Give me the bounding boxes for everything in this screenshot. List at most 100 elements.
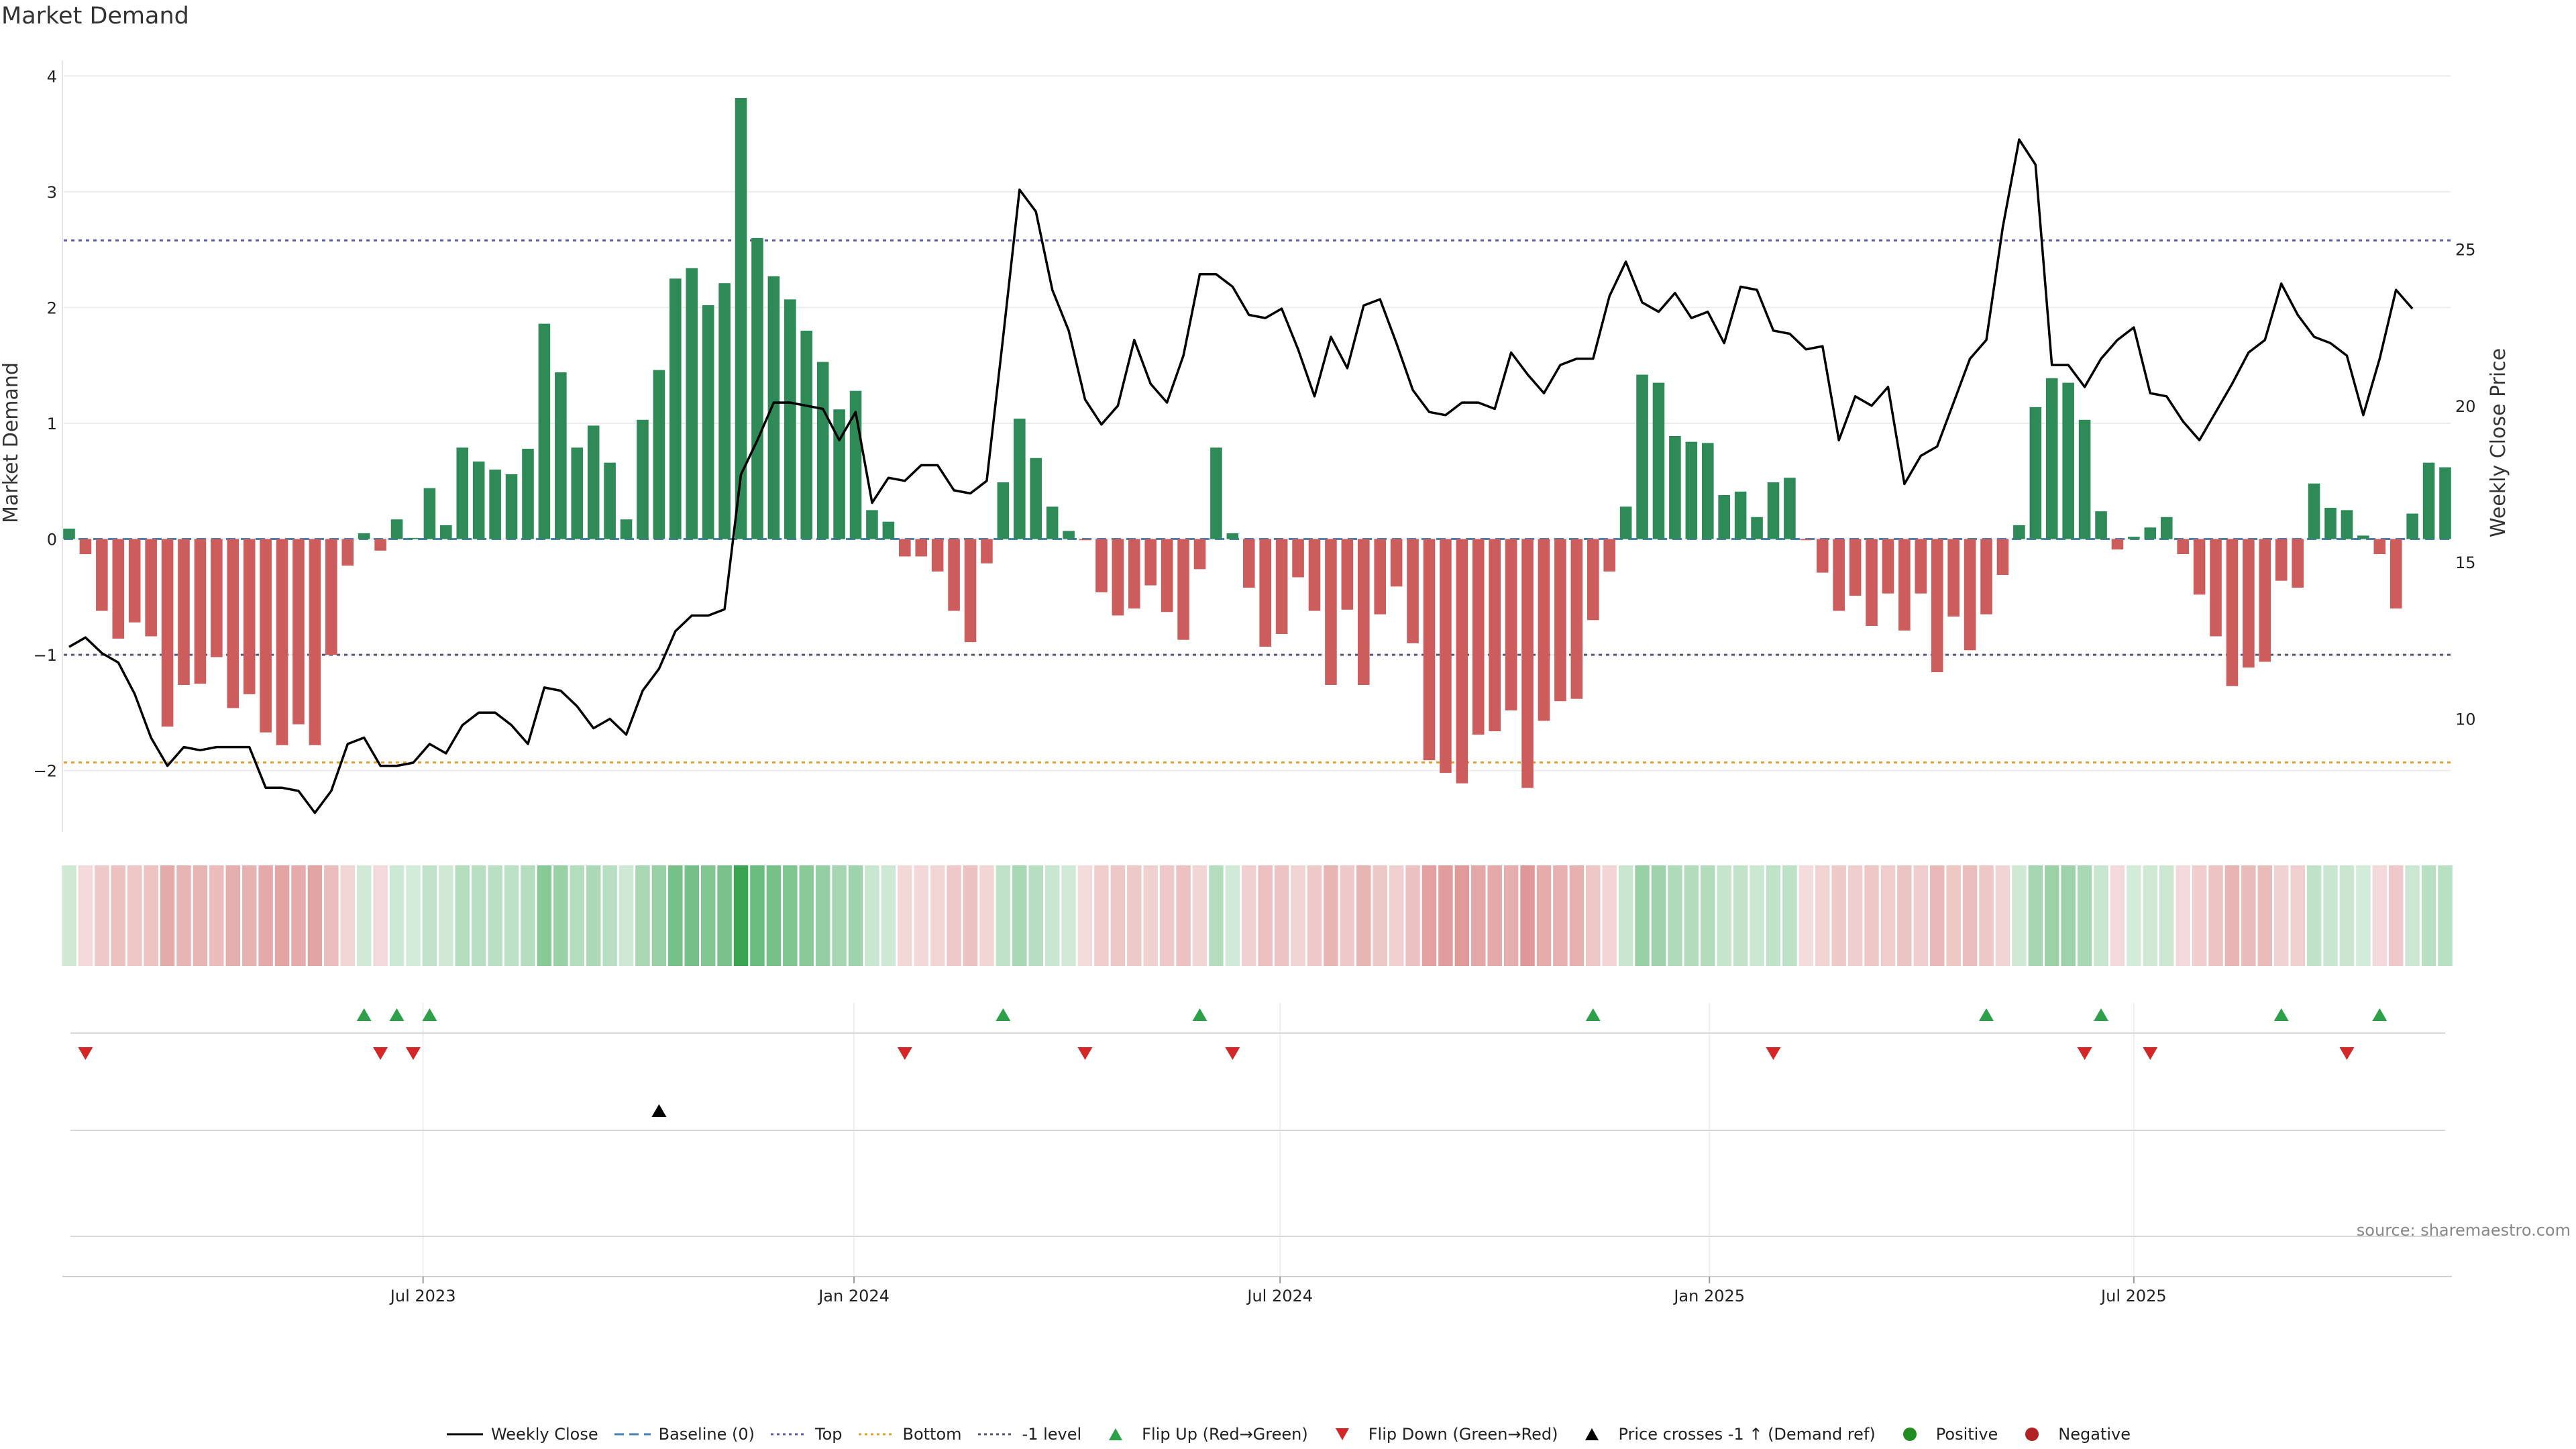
- legend-label: Baseline (0): [658, 1425, 755, 1444]
- demand-bar: [604, 462, 616, 539]
- left-tick-label: 0: [47, 531, 57, 549]
- heat-cell: [1962, 865, 1978, 966]
- demand-bar: [358, 533, 370, 539]
- demand-bar: [1718, 494, 1730, 539]
- demand-bar: [2193, 539, 2206, 595]
- legend-item-negative: Negative: [2012, 1425, 2131, 1444]
- flip-up-marker: [389, 1008, 405, 1021]
- demand-bar: [1980, 539, 1992, 614]
- demand-bar: [784, 299, 796, 539]
- demand-bar: [833, 409, 845, 539]
- demand-bar: [194, 539, 207, 684]
- flip-up-marker: [356, 1008, 372, 1021]
- legend-line-top: [771, 1433, 807, 1436]
- demand-bar: [1685, 441, 1698, 539]
- demand-bar: [1177, 539, 1189, 640]
- price-cross-icon: [1585, 1428, 1599, 1440]
- heat-cell: [2192, 865, 2207, 966]
- demand-bar: [1866, 539, 1878, 626]
- heat-cell: [1225, 865, 1240, 966]
- demand-bar: [276, 539, 288, 745]
- demand-bar: [2160, 517, 2173, 539]
- heat-cell: [1373, 865, 1387, 966]
- heat-cell: [1242, 865, 1256, 966]
- heat-cell: [241, 865, 257, 966]
- flip-down-marker: [373, 1047, 388, 1060]
- price-cross-marker: [651, 1104, 667, 1117]
- legend-line-weekly-close: [446, 1433, 483, 1436]
- heat-cell: [832, 865, 847, 966]
- left-axis-label: Market Demand: [0, 362, 23, 523]
- demand-bar: [423, 488, 436, 539]
- heat-cell: [1897, 865, 1912, 966]
- demand-bar: [702, 305, 714, 539]
- left-tick-label: −2: [34, 762, 57, 781]
- demand-bar: [669, 278, 682, 539]
- demand-bar: [1325, 539, 1337, 686]
- heat-cell: [1913, 865, 1929, 966]
- demand-bar: [1521, 539, 1534, 788]
- left-tick-label: 4: [47, 67, 57, 86]
- legend-item-bottom: Bottom: [857, 1425, 962, 1444]
- legend-label: Negative: [2058, 1425, 2131, 1444]
- heat-cell: [848, 865, 863, 966]
- legend-line-minus-one: [977, 1433, 1014, 1436]
- demand-bar: [390, 519, 403, 539]
- heat-cell: [2290, 865, 2305, 966]
- heat-cell: [2176, 865, 2190, 966]
- flip-down-marker: [1766, 1047, 1781, 1060]
- heat-cell: [947, 865, 961, 966]
- demand-bar: [1489, 539, 1501, 732]
- heat-cell: [1553, 865, 1568, 966]
- demand-bar: [637, 419, 649, 539]
- demand-bar: [686, 268, 698, 539]
- demand-bar: [1456, 539, 1468, 784]
- heat-cell: [1668, 865, 1682, 966]
- grid-layer: [64, 75, 2451, 1277]
- flip-down-marker: [78, 1047, 93, 1060]
- demand-bar: [2292, 539, 2304, 588]
- demand-bar: [1996, 539, 2009, 576]
- heat-cell: [733, 865, 749, 966]
- heat-cell: [2306, 865, 2322, 966]
- heat-cell: [193, 865, 208, 966]
- heat-cell: [668, 865, 683, 966]
- legend-label: Positive: [1935, 1425, 1998, 1444]
- demand-bar: [2390, 539, 2402, 609]
- demand-bar: [1275, 539, 1288, 635]
- heat-cell: [1750, 865, 1764, 966]
- heat-cell: [750, 865, 765, 966]
- demand-bar: [1128, 539, 1140, 609]
- legend-label: Weekly Close: [490, 1425, 598, 1444]
- heat-cell: [1766, 865, 1781, 966]
- demand-bar: [2373, 539, 2386, 554]
- demand-bar: [1390, 539, 1403, 587]
- heat-cell: [307, 865, 323, 966]
- heat-cell: [963, 865, 978, 966]
- heat-cell: [1635, 865, 1650, 966]
- heat-cell: [815, 865, 830, 966]
- heat-cell: [619, 865, 634, 966]
- x-tick-label: Jul 2023: [389, 1287, 456, 1305]
- heat-cell: [324, 865, 339, 966]
- heat-cell: [356, 865, 372, 966]
- heat-cell: [62, 865, 76, 966]
- demand-bar: [1440, 539, 1452, 773]
- heat-cell: [1503, 865, 1519, 966]
- demand-bar: [1046, 506, 1059, 539]
- demand-bar: [555, 372, 567, 539]
- demand-bar: [735, 98, 747, 539]
- demand-bar: [1357, 539, 1370, 686]
- signal-markers: [70, 1008, 2445, 1237]
- heat-cell: [881, 865, 896, 966]
- demand-bar: [1161, 539, 1173, 612]
- flip-up-marker: [996, 1008, 1011, 1021]
- demand-bar: [2095, 511, 2107, 539]
- demand-bar: [816, 362, 829, 539]
- x-tick-label: Jul 2025: [2100, 1287, 2167, 1305]
- demand-bar: [899, 539, 911, 557]
- demand-bar: [1407, 539, 1419, 643]
- heat-cell: [1487, 865, 1502, 966]
- heat-cell: [1454, 865, 1470, 966]
- flip-up-marker: [1192, 1008, 1208, 1021]
